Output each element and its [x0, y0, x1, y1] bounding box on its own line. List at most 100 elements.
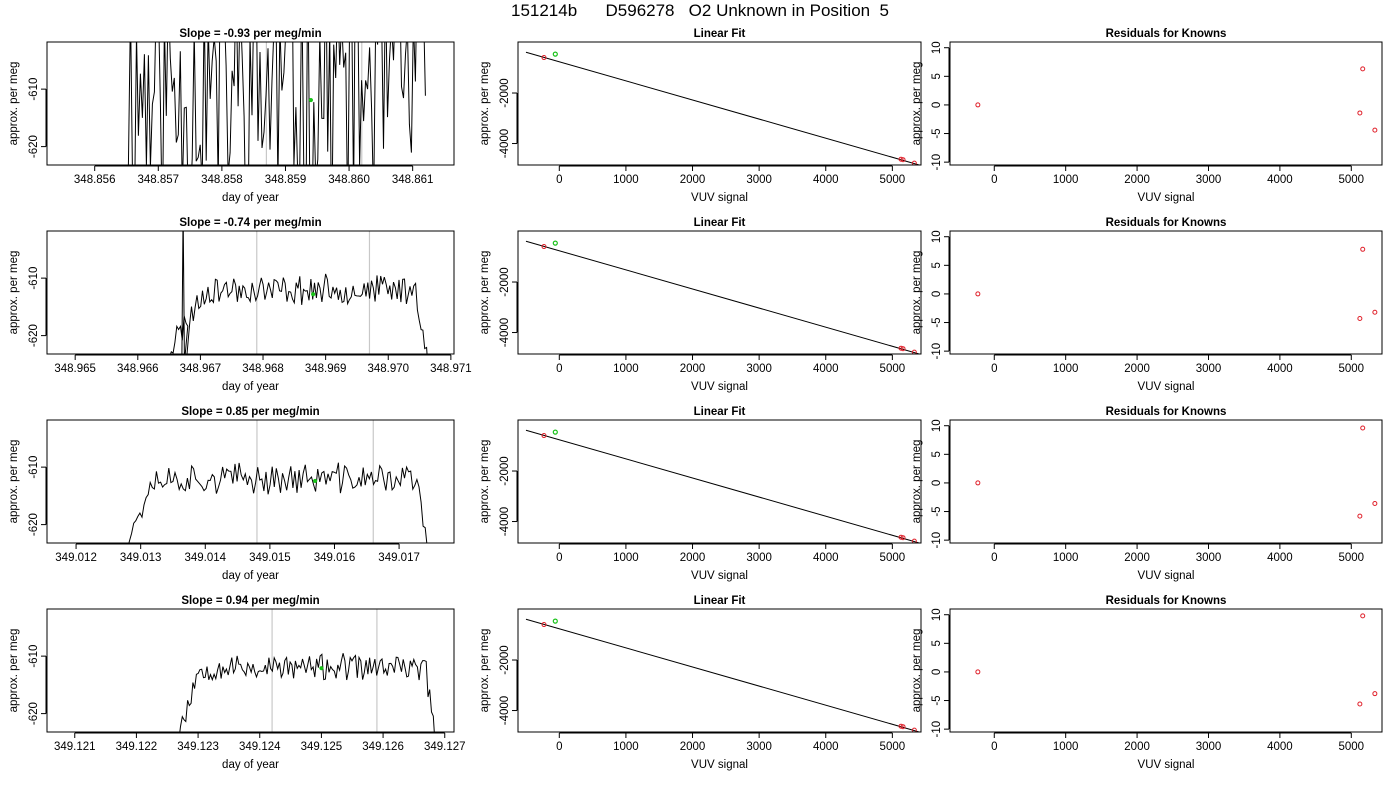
residual-point — [975, 102, 981, 108]
y-tick-label: -610 — [28, 456, 40, 479]
x-axis-label: VUV signal — [1138, 759, 1195, 771]
x-tick-label: 2000 — [1124, 741, 1150, 753]
x-tick-label: 1000 — [613, 363, 639, 375]
y-tick-label: 10 — [931, 41, 943, 54]
y-tick-label: 10 — [931, 608, 943, 621]
x-tick-label: 4000 — [1267, 552, 1293, 564]
y-tick-label: -610 — [28, 267, 40, 290]
y-tick-label: -4000 — [499, 696, 511, 725]
x-tick-label: 349.015 — [249, 552, 291, 564]
y-tick-label: -2000 — [499, 645, 511, 674]
x-tick-label: 5000 — [880, 741, 906, 753]
mean-marker — [311, 292, 316, 297]
y-axis-label: approx. per meg — [8, 251, 20, 335]
residual-point — [1357, 701, 1363, 707]
plot-frame — [949, 419, 1383, 544]
y-tick-label: 5 — [931, 262, 943, 268]
residual-point — [1360, 425, 1366, 431]
x-tick-label: 349.124 — [239, 741, 281, 753]
y-tick-label: 0 — [931, 291, 943, 297]
panel-title: Slope = -0.93 per meg/min — [179, 28, 321, 40]
y-tick-label: -620 — [28, 135, 40, 158]
x-tick-label: 5000 — [880, 363, 906, 375]
x-tick-label: 349.012 — [55, 552, 97, 564]
y-tick-label: -5 — [931, 317, 943, 327]
x-tick-label: 348.967 — [180, 363, 222, 375]
known-point — [900, 535, 906, 541]
x-tick-label: 348.971 — [430, 363, 472, 375]
y-axis-label: approx. per meg — [8, 629, 20, 713]
page-title: 151214b D596278 O2 Unknown in Position 5 — [510, 1, 890, 20]
x-tick-label: 1000 — [613, 552, 639, 564]
x-tick-label: 0 — [991, 552, 997, 564]
y-tick-label: 0 — [931, 102, 943, 108]
y-tick-label: -5 — [931, 506, 943, 516]
panel-title: Linear Fit — [694, 217, 746, 229]
y-tick-label: 10 — [931, 230, 943, 243]
panel-title: Linear Fit — [694, 406, 746, 418]
residual-point — [1372, 127, 1378, 133]
x-tick-label: 5000 — [880, 174, 906, 186]
fit-line — [525, 429, 921, 543]
y-tick-label: -620 — [28, 324, 40, 347]
y-tick-label: -4000 — [499, 507, 511, 536]
x-tick-label: 4000 — [813, 174, 839, 186]
plot-frame — [517, 608, 922, 733]
x-tick-label: 2000 — [1124, 174, 1150, 186]
plot-area — [975, 425, 1378, 519]
y-tick-label: 5 — [931, 640, 943, 646]
x-tick-label: 2000 — [680, 363, 706, 375]
plot-frame — [46, 230, 455, 355]
y-tick-label: 5 — [931, 73, 943, 79]
x-tick-label: 1000 — [1053, 174, 1079, 186]
x-tick-label: 5000 — [1338, 363, 1364, 375]
y-axis-label: approx. per meg — [479, 62, 491, 146]
x-tick-label: 0 — [556, 741, 562, 753]
panel-3-1: Slope = 0.85 per meg/min 349.012 349.013 34… — [8, 406, 455, 582]
residual-point — [1357, 316, 1363, 322]
x-tick-label: 4000 — [813, 741, 839, 753]
x-axis-label: VUV signal — [1138, 570, 1195, 582]
x-tick-label: 348.857 — [138, 174, 180, 186]
x-axis-label: VUV signal — [691, 570, 748, 582]
known-point — [541, 244, 547, 250]
x-tick-label: 3000 — [746, 552, 772, 564]
residual-point — [1360, 66, 1366, 72]
panel-2-2: Linear Fit 0 1000 2000 3000 4000 5000 -2000 -400… — [479, 217, 922, 393]
y-tick-label: -5 — [931, 128, 943, 138]
plot-area — [179, 609, 435, 732]
x-tick-label: 348.860 — [328, 174, 370, 186]
x-tick-label: 348.858 — [201, 174, 243, 186]
residual-point — [975, 291, 981, 297]
y-tick-label: -10 — [931, 721, 943, 738]
known-point — [911, 349, 917, 354]
x-tick-label: 4000 — [1267, 363, 1293, 375]
x-axis-label: VUV signal — [691, 192, 748, 204]
residual-point — [1357, 110, 1363, 116]
residual-point — [1372, 691, 1378, 697]
known-point — [911, 160, 917, 165]
y-tick-label: -10 — [931, 154, 943, 171]
y-axis-label: approx. per meg — [479, 440, 491, 524]
unknown-point — [552, 240, 558, 246]
y-axis-label: approx. per meg — [479, 251, 491, 335]
y-tick-label: 0 — [931, 480, 943, 486]
residual-point — [1360, 246, 1366, 252]
fit-line — [525, 240, 921, 354]
residual-point — [1360, 613, 1366, 619]
x-axis-label: day of year — [222, 570, 279, 582]
plot-area — [525, 618, 921, 732]
y-tick-label: 5 — [931, 451, 943, 457]
y-tick-label: -2000 — [499, 78, 511, 107]
fit-line — [525, 51, 921, 165]
x-tick-label: 3000 — [1196, 363, 1222, 375]
x-tick-label: 348.856 — [74, 174, 116, 186]
x-tick-label: 3000 — [1196, 741, 1222, 753]
known-point — [911, 727, 917, 732]
plot-area — [170, 231, 428, 354]
plot-frame — [46, 41, 455, 166]
x-tick-label: 2000 — [680, 552, 706, 564]
x-tick-label: 3000 — [746, 741, 772, 753]
known-point — [900, 346, 906, 352]
